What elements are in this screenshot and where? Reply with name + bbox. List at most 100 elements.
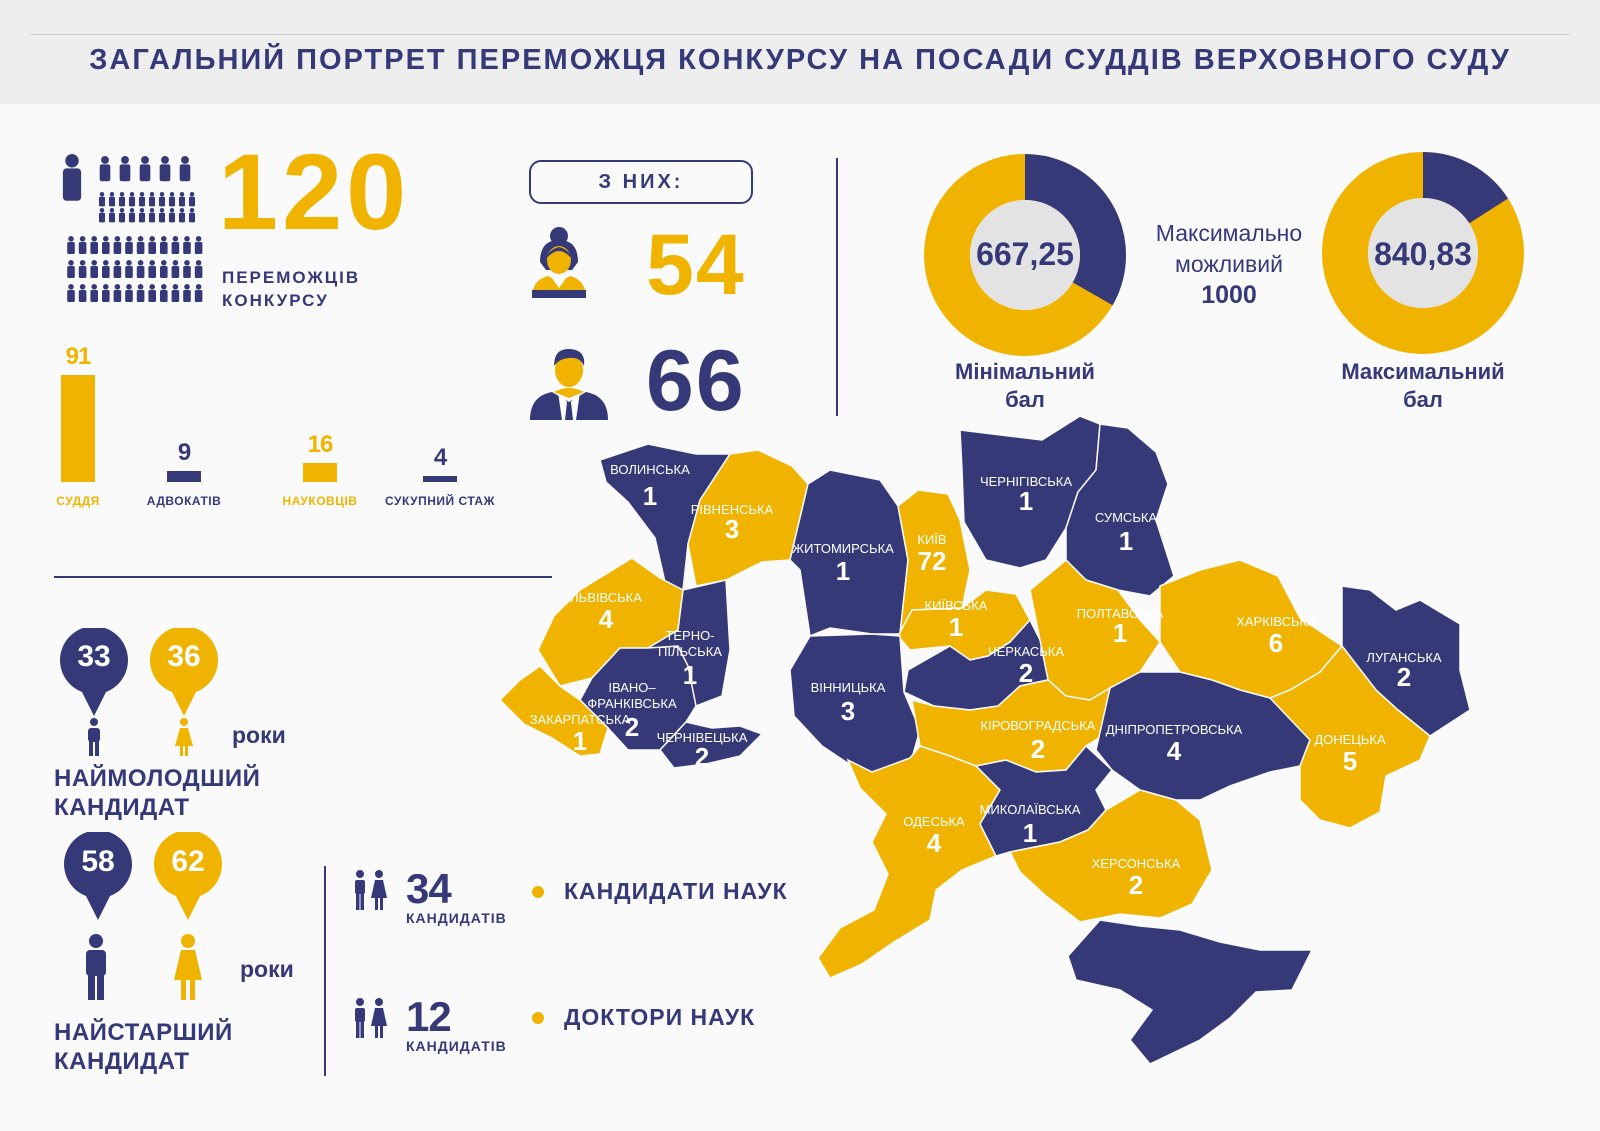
region-count: 1: [1023, 818, 1037, 848]
candidates-of-science-unit: КАНДИДАТІВ: [406, 910, 507, 926]
man-avatar-icon: [530, 348, 608, 420]
bullet-dot: [532, 886, 544, 898]
youngest-female-age: 36: [167, 640, 201, 673]
candidates-of-science-count: 34: [406, 865, 452, 912]
female-figure-icon: [175, 718, 193, 756]
oldest-female-pin: [154, 832, 222, 920]
region-count: 1: [643, 481, 657, 511]
map-region: [1065, 423, 1175, 597]
max-possible-block: Максимально можливий 1000: [1134, 218, 1324, 311]
women-count: 54: [646, 217, 746, 313]
female-figure-icon: [174, 934, 202, 1000]
max-possible-value: 1000: [1201, 281, 1257, 309]
bar-label: СУКУПНИЙ СТАЖ: [385, 494, 495, 508]
region-count: 4: [927, 828, 942, 858]
youngest-male-age: 33: [77, 640, 111, 673]
region-name: ВІННИЦЬКА: [811, 680, 886, 695]
map-region: [659, 721, 764, 769]
bar-label: АДВОКАТІВ: [146, 494, 222, 508]
page-title: ЗАГАЛЬНИЙ ПОРТРЕТ ПЕРЕМОЖЦЯ КОНКУРСУ НА …: [89, 44, 1511, 76]
map-region: [599, 443, 732, 592]
couple-icon: [355, 998, 387, 1038]
region-count: 2: [1397, 662, 1411, 692]
region-count: 2: [1019, 658, 1033, 688]
vertical-divider-bottom: [324, 866, 326, 1076]
map-region: [789, 469, 909, 638]
region-name: СУМСЬКА: [1095, 510, 1158, 525]
region-name: ІВАНО–: [608, 680, 656, 695]
bar: [61, 375, 95, 482]
oldest-male-age: 58: [81, 845, 115, 878]
map-region: [500, 665, 609, 757]
male-figure-icon: [86, 934, 106, 1000]
region-count: 3: [841, 696, 855, 726]
max-score-caption: Максимальний бал: [1303, 358, 1543, 414]
candidates-of-science-label: КАНДИДАТИ НАУК: [564, 878, 788, 904]
region-name: ХЕРСОНСЬКА: [1092, 856, 1181, 871]
region-name: ЧЕРКАСЬКА: [988, 644, 1064, 659]
region-name: ТЕРНО-: [665, 628, 714, 643]
max-score-donut: [1322, 152, 1524, 354]
map-region: [1008, 789, 1213, 923]
region-name: ФРАНКІВСЬКА: [587, 696, 677, 711]
region-name: ПОЛТАВСЬКА: [1077, 606, 1164, 621]
youngest-title: НАЙМОЛОДШИЙ КАНДИДАТ: [54, 764, 260, 822]
bar: [423, 476, 457, 482]
region-count: 4: [1167, 736, 1182, 766]
bar-label: СУДДЯ: [56, 494, 100, 508]
region-name: ЛУГАНСЬКА: [1366, 650, 1442, 665]
region-count: 2: [1129, 870, 1143, 900]
min-score-value: 667,25: [976, 236, 1074, 272]
woman-avatar-icon: [532, 227, 586, 298]
oldest-male-pin: [64, 832, 132, 920]
region-name: КИЇВ: [917, 532, 946, 547]
bar-label: НАУКОВЦІВ: [282, 494, 358, 508]
min-score-donut: [924, 154, 1126, 356]
doctors-of-science-unit: КАНДИДАТІВ: [406, 1038, 507, 1054]
max-score-value: 840,83: [1374, 236, 1472, 272]
oldest-title-line2: КАНДИДАТ: [54, 1048, 190, 1075]
doctors-of-science-count: 12: [406, 993, 452, 1040]
min-score-caption: Мінімальний бал: [905, 358, 1145, 414]
region-count: 2: [1031, 734, 1045, 764]
bar-value: 9: [177, 439, 191, 467]
oldest-title: НАЙСТАРШИЙ КАНДИДАТ: [54, 1018, 233, 1076]
winners-label-line2: КОНКУРСУ: [222, 291, 329, 310]
people-grid-icon: [62, 154, 203, 302]
male-figure-icon: [88, 718, 100, 756]
region-count: 2: [625, 712, 639, 742]
region-name: КІРОВОГРАДСЬКА: [981, 718, 1096, 733]
bar: [303, 463, 337, 482]
region-count: 2: [695, 742, 709, 772]
min-score-caption-line1: Мінімальний: [955, 359, 1095, 384]
region-count: 1: [1113, 618, 1127, 648]
bullet-dot: [532, 1012, 544, 1024]
bar-value: 4: [433, 444, 447, 471]
region-count: 1: [949, 612, 963, 642]
region-count: 4: [599, 604, 614, 634]
region-count: 3: [725, 514, 739, 544]
youngest-female-pin: [150, 628, 218, 716]
region-count: 1: [573, 726, 587, 756]
winners-label-line1: ПЕРЕМОЖЦІВ: [222, 268, 361, 287]
region-count: 72: [918, 546, 947, 576]
region-count: 1: [683, 660, 697, 690]
map-region: [817, 745, 1001, 979]
region-name: ХАРКІВСЬКА: [1236, 614, 1316, 629]
map-region: [1268, 644, 1431, 829]
section-divider: [54, 576, 552, 578]
youngest-male-pin: [60, 628, 128, 716]
bar-value: 16: [307, 431, 334, 459]
region-name: ЖИТОМИРСЬКА: [792, 541, 894, 556]
gender-section-title: З НИХ:: [529, 160, 753, 204]
map-region-crimea: [1067, 919, 1314, 1065]
region-name: МИКОЛАЇВСЬКА: [980, 802, 1081, 817]
map-region: [687, 449, 809, 587]
header-banner: ЗАГАЛЬНИЙ ПОРТРЕТ ПЕРЕМОЖЦЯ КОНКУРСУ НА …: [0, 0, 1600, 104]
region-name: КИЇВСЬКА: [925, 598, 988, 613]
max-possible-line1: Максимально: [1155, 220, 1303, 246]
max-score-caption-line2: бал: [1403, 387, 1443, 412]
region-count: 1: [836, 556, 850, 586]
header-rule: [30, 34, 1570, 35]
